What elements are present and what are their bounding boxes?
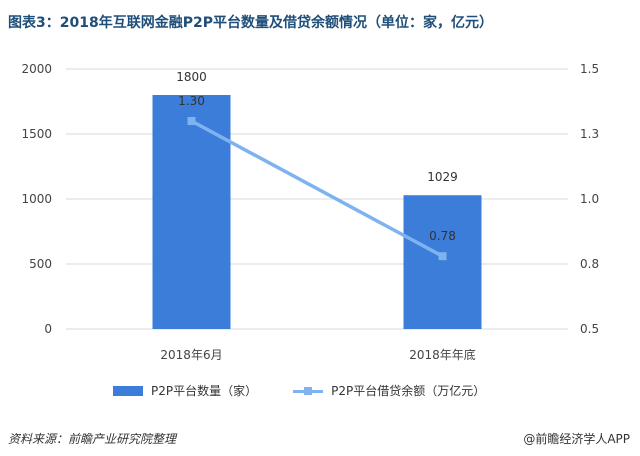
x-tick-label: 2018年6月 — [160, 348, 222, 362]
y-left-tick-label: 0 — [44, 322, 52, 336]
chart-title: 图表3：2018年互联网金融P2P平台数量及借贷余额情况（单位：家，亿元） — [8, 15, 493, 31]
legend-label-line: P2P平台借贷余额（万亿元） — [331, 384, 486, 398]
y-right-tick-label: 0.8 — [580, 257, 599, 271]
line-data-label: 0.78 — [429, 229, 456, 243]
bar-data-label: 1800 — [176, 70, 207, 84]
legend-item-bar: P2P平台数量（家） — [113, 382, 257, 399]
x-tick-label: 2018年年底 — [409, 347, 476, 362]
legend-swatch-line — [293, 386, 324, 396]
bar — [152, 95, 231, 329]
line-data-label: 1.30 — [178, 94, 205, 108]
y-left-tick-label: 500 — [29, 257, 52, 271]
y-right-tick-label: 1.5 — [580, 62, 599, 76]
source-note: 资料来源：前瞻产业研究院整理 — [8, 432, 177, 446]
y-left-tick-label: 1500 — [21, 127, 52, 141]
footer: 资料来源：前瞻产业研究院整理 @前瞻经济学人APP — [8, 430, 630, 447]
y-right-tick-label: 1.0 — [580, 192, 599, 206]
y-right-tick-label: 1.3 — [580, 127, 599, 141]
line-point — [187, 117, 196, 125]
chart-legend: P2P平台数量（家） P2P平台借贷余额（万亿元） — [113, 382, 485, 399]
legend-label-bar: P2P平台数量（家） — [151, 384, 258, 398]
brand-credit: @前瞻经济学人APP — [523, 432, 630, 446]
legend-item-line: P2P平台借贷余额（万亿元） — [293, 382, 485, 399]
y-left-tick-label: 1000 — [21, 192, 52, 206]
y-right-tick-label: 0.5 — [580, 322, 599, 336]
line-series — [190, 119, 444, 258]
legend-swatch-bar — [113, 385, 143, 396]
bar — [403, 195, 482, 329]
line-point — [438, 252, 447, 261]
y-left-tick-label: 2000 — [21, 62, 52, 76]
bar-data-label: 1029 — [427, 170, 458, 184]
